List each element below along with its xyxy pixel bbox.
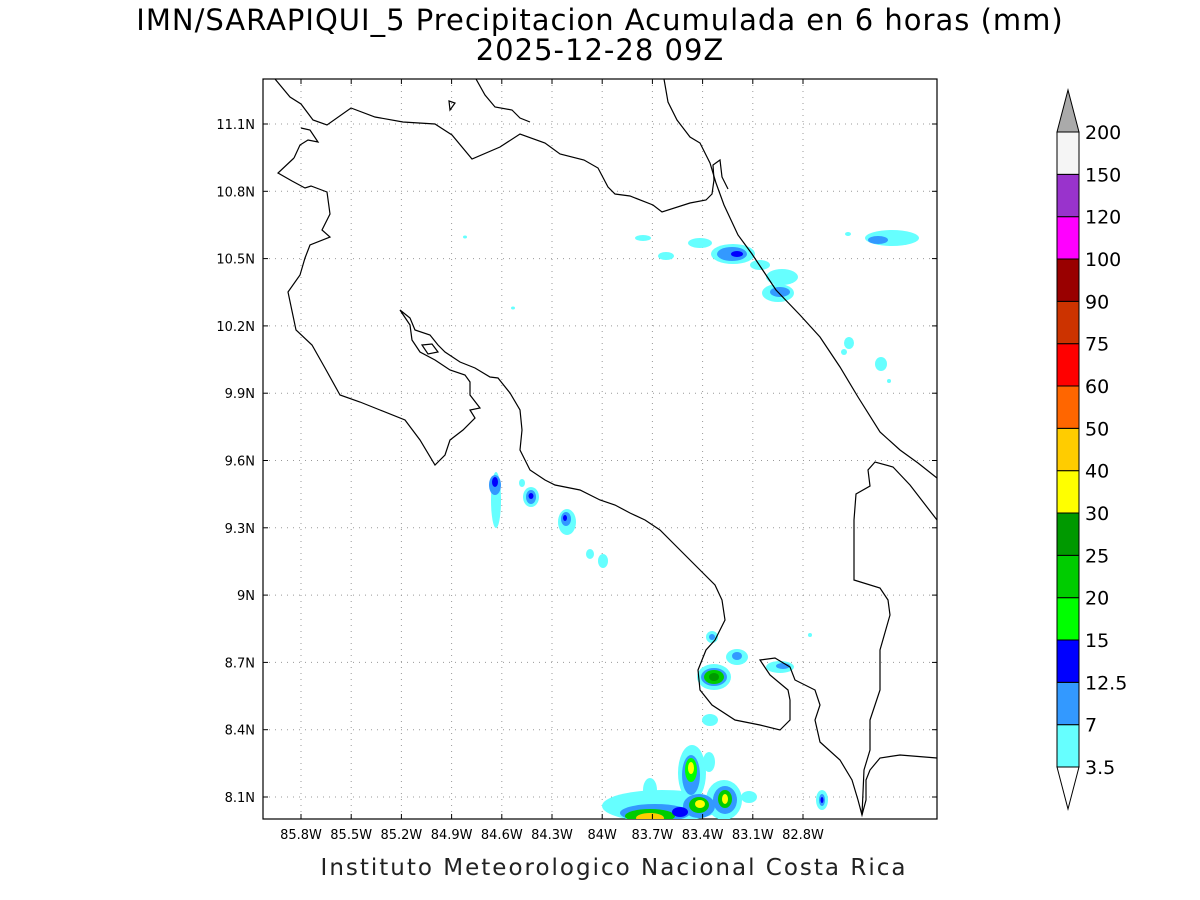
colorbar-swatch — [1056, 427, 1080, 472]
colorbar-level-label: 50 — [1085, 418, 1109, 440]
latitude-label: 9.3N — [225, 522, 255, 537]
longitude-label: 84.6W — [481, 828, 523, 843]
colorbar-swatch — [1056, 300, 1080, 345]
colorbar-swatch — [1056, 385, 1080, 429]
colorbar-level-label: 90 — [1085, 291, 1109, 313]
colorbar-level-label: 60 — [1085, 376, 1109, 398]
colorbar-swatch — [1056, 597, 1080, 641]
latitude-label: 8.1N — [225, 791, 255, 806]
colorbar-level-label: 7 — [1085, 715, 1097, 737]
latitude-label: 8.7N — [225, 656, 255, 671]
colorbar-level-label: 40 — [1085, 461, 1109, 483]
map-title: IMN/SARAPIQUI_5 Precipitacion Acumulada … — [136, 3, 1064, 37]
precipitation-areas — [463, 230, 919, 819]
latitude-label: 9.9N — [225, 387, 255, 402]
colorbar-swatch — [1056, 470, 1080, 514]
longitude-label: 85.8W — [280, 828, 322, 843]
map-frame — [262, 78, 938, 820]
map-gridlines — [263, 79, 937, 819]
colorbar-swatch — [1056, 724, 1080, 768]
colorbar-swatch — [1056, 343, 1080, 387]
coastlines — [263, 79, 937, 818]
colorbar-level-label: 150 — [1085, 164, 1121, 186]
longitude-label: 85.2W — [380, 828, 422, 843]
latitude-label: 9.6N — [225, 455, 255, 470]
colorbar-level-label: 200 — [1085, 122, 1121, 144]
footer-credit: Instituto Meteorologico Nacional Costa R… — [320, 855, 908, 881]
longitude-label: 85.5W — [330, 828, 372, 843]
colorbar-swatch — [1056, 681, 1080, 726]
colorbar-swatch — [1056, 639, 1080, 683]
latitude-labels: 11.1N 10.8N 10.5N 10.2N 9.9N 9.6N 9.3N 9N 8.7N 8.… — [216, 118, 255, 806]
longitude-label: 82.8W — [782, 828, 824, 843]
colorbar-level-label: 3.5 — [1085, 757, 1115, 779]
colorbar-swatch — [1056, 512, 1080, 556]
colorbar-legend: 3.5 7 12.5 15 20 25 30 40 50 60 75 90 100 120 150 200 — [1056, 88, 1127, 811]
colorbar-level-label: 100 — [1085, 249, 1121, 271]
colorbar-level-label: 30 — [1085, 503, 1109, 525]
map-datetime: 2025-12-28 09Z — [475, 33, 725, 67]
colorbar-level-label: 120 — [1085, 207, 1121, 229]
colorbar-swatch — [1056, 173, 1080, 218]
longitude-label: 83.4W — [682, 828, 724, 843]
longitude-label: 84W — [587, 828, 617, 843]
colorbar-level-label: 12.5 — [1085, 672, 1127, 694]
latitude-label: 10.5N — [216, 253, 255, 268]
longitude-label: 83.7W — [631, 828, 673, 843]
colorbar-level-label: 15 — [1085, 630, 1109, 652]
colorbar-level-label: 75 — [1085, 334, 1109, 356]
latitude-label: 8.4N — [225, 724, 255, 739]
colorbar-level-label: 20 — [1085, 588, 1109, 610]
colorbar-bottom-arrow — [1056, 766, 1080, 811]
longitude-label: 83.1W — [732, 828, 774, 843]
latitude-label: 11.1N — [216, 118, 255, 133]
latitude-label: 9N — [237, 589, 255, 604]
colorbar-top-arrow — [1056, 88, 1080, 133]
colorbar-swatch — [1056, 216, 1080, 260]
longitude-label: 84.9W — [431, 828, 473, 843]
colorbar-swatch — [1056, 554, 1080, 599]
latitude-label: 10.2N — [216, 320, 255, 335]
longitude-labels: 85.8W 85.5W 85.2W 84.9W 84.6W 84.3W 84W 83.7W 83… — [280, 828, 824, 843]
colorbar-swatch — [1056, 131, 1080, 175]
latitude-label: 10.8N — [216, 185, 255, 200]
colorbar-swatch — [1056, 258, 1080, 302]
colorbar-level-label: 25 — [1085, 545, 1109, 567]
axis-ticks — [263, 79, 937, 819]
longitude-label: 84.3W — [531, 828, 573, 843]
